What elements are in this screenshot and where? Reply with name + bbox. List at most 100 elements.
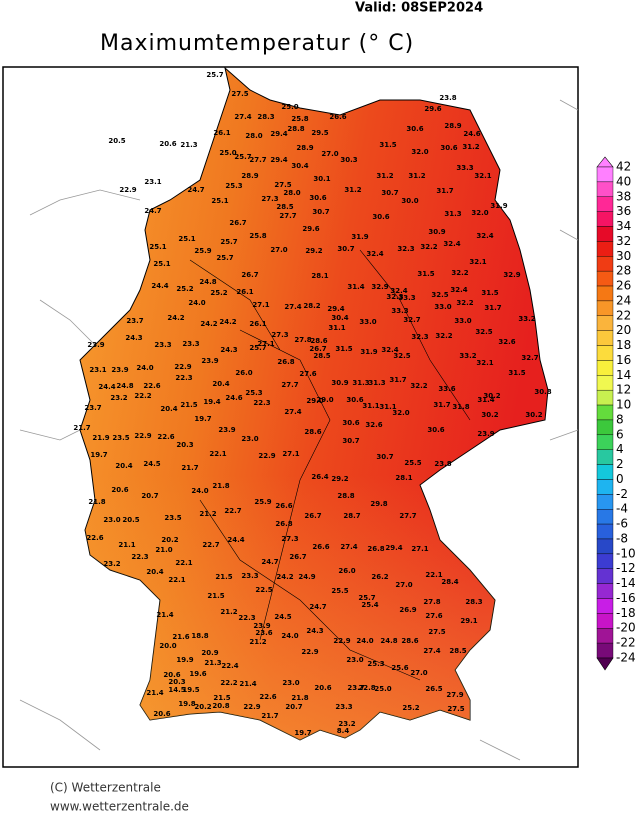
station-temperature: 20.5 <box>108 137 125 145</box>
station-temperature: 25.5 <box>404 459 421 467</box>
station-temperature: 27.3 <box>271 331 288 339</box>
station-temperature: 29.4 <box>270 156 287 164</box>
station-temperature: 31.2 <box>376 172 393 180</box>
colorbar-label: -8 <box>616 531 628 545</box>
station-temperature: 30.7 <box>381 189 398 197</box>
station-temperature: 26.7 <box>304 512 321 520</box>
station-temperature: 28.8 <box>287 125 304 133</box>
station-temperature: 26.7 <box>241 271 258 279</box>
colorbar-swatch <box>596 464 614 480</box>
station-temperature: 23.9 <box>253 622 270 630</box>
station-temperature: 29.6 <box>424 105 441 113</box>
station-temperature: 32.4 <box>366 250 383 258</box>
station-temperature: 24.5 <box>143 460 160 468</box>
colorbar-swatch <box>596 330 614 346</box>
station-temperature: 24.4 <box>151 282 168 290</box>
station-temperature: 31.4 <box>347 283 364 291</box>
station-temperature: 29.5 <box>311 129 328 137</box>
station-temperature: 22.7 <box>202 541 219 549</box>
colorbar-swatch <box>596 389 614 406</box>
station-temperature: 24.6 <box>225 394 242 402</box>
station-temperature: 21.4 <box>239 680 256 688</box>
station-temperature: 30.7 <box>312 208 329 216</box>
station-temperature: 33.3 <box>456 164 473 172</box>
station-temperature: 25.1 <box>178 235 195 243</box>
station-temperature: 28.2 <box>303 302 320 310</box>
station-temperature: 32.4 <box>476 232 493 240</box>
station-temperature: 25.0 <box>281 103 298 111</box>
station-temperature: 24.7 <box>261 558 278 566</box>
station-temperature: 24.9 <box>298 573 315 581</box>
station-temperature: 23.8 <box>439 94 456 102</box>
station-temperature: 31.5 <box>417 270 434 278</box>
station-temperature: 31.3 <box>368 379 385 387</box>
station-temperature: 22.1 <box>425 571 442 579</box>
station-temperature: 30.6 <box>346 396 363 404</box>
station-temperature: 23.2 <box>338 720 355 728</box>
station-temperature: 30.6 <box>440 144 457 152</box>
station-temperature: 20.6 <box>314 684 331 692</box>
station-temperature: 19.9 <box>176 656 193 664</box>
colorbar-swatch <box>596 538 614 555</box>
station-temperature: 31.7 <box>433 401 450 409</box>
station-temperature: 32.7 <box>521 354 538 362</box>
station-temperature: 31.2 <box>462 143 479 151</box>
station-temperature: 22.9 <box>174 363 191 371</box>
station-temperature: 32.2 <box>451 269 468 277</box>
station-temperature: 31.9 <box>490 202 507 210</box>
station-temperature: 25.6 <box>391 664 408 672</box>
colorbar-label: 34 <box>616 219 631 233</box>
station-temperature: 27.5 <box>428 628 445 636</box>
station-temperature: 27.3 <box>281 535 298 543</box>
station-temperature: 24.2 <box>219 318 236 326</box>
station-temperature: 23.9 <box>201 357 218 365</box>
station-temperature: 23.3 <box>241 572 258 580</box>
station-temperature: 31.9 <box>360 348 377 356</box>
station-temperature: 30.3 <box>340 156 357 164</box>
station-temperature: 20.6 <box>163 671 180 679</box>
station-temperature: 24.0 <box>136 364 153 372</box>
colorbar-swatch <box>596 345 614 361</box>
colorbar-swatch <box>596 419 614 436</box>
colorbar-label: -22 <box>616 636 636 650</box>
colorbar-swatch <box>596 494 614 510</box>
station-temperature: 33.3 <box>391 307 408 315</box>
station-temperature: 22.9 <box>243 703 260 711</box>
copyright: (C) Wetterzentrale <box>50 781 161 795</box>
colorbar-swatch <box>596 509 614 525</box>
neighbor-borders <box>19 99 579 761</box>
station-temperature: 27.8 <box>294 336 311 344</box>
station-temperature: 23.3 <box>335 703 352 711</box>
station-temperature: 32.2 <box>420 243 437 251</box>
station-temperature: 19.7 <box>194 415 211 423</box>
station-temperature: 32.2 <box>410 382 427 390</box>
station-temperature: 25.7 <box>249 344 266 352</box>
station-temperature: 24.3 <box>306 627 323 635</box>
station-temperature: 27.4 <box>423 647 440 655</box>
station-temperature: 23.2 <box>110 394 127 402</box>
station-temperature: 28.9 <box>444 122 461 130</box>
station-temperature: 27.7 <box>281 381 298 389</box>
station-temperature: 20.3 <box>176 441 193 449</box>
station-temperature: 21.4 <box>146 689 163 697</box>
station-temperature: 27.4 <box>234 113 251 121</box>
station-temperature: 22.9 <box>134 432 151 440</box>
station-temperature: 32.4 <box>381 346 398 354</box>
station-temperature: 33.3 <box>398 294 415 302</box>
colorbar-swatch <box>596 583 614 599</box>
station-temperature: 30.6 <box>372 213 389 221</box>
station-temperature: 21.7 <box>261 712 278 720</box>
station-temperature: 25.5 <box>331 587 348 595</box>
station-temperature: 24.8 <box>199 278 216 286</box>
station-temperature: 27.6 <box>425 612 442 620</box>
state-borders <box>189 249 471 681</box>
station-temperature: 33.0 <box>434 303 451 311</box>
station-temperature: 22.3 <box>238 614 255 622</box>
station-temperature: 32.7 <box>403 316 420 324</box>
station-temperature: 32.1 <box>469 258 486 266</box>
station-temperature: 21.2 <box>199 510 216 518</box>
colorbar-swatch <box>596 196 614 212</box>
station-temperature: 28.3 <box>465 598 482 606</box>
station-temperature: 25.7 <box>206 71 223 79</box>
